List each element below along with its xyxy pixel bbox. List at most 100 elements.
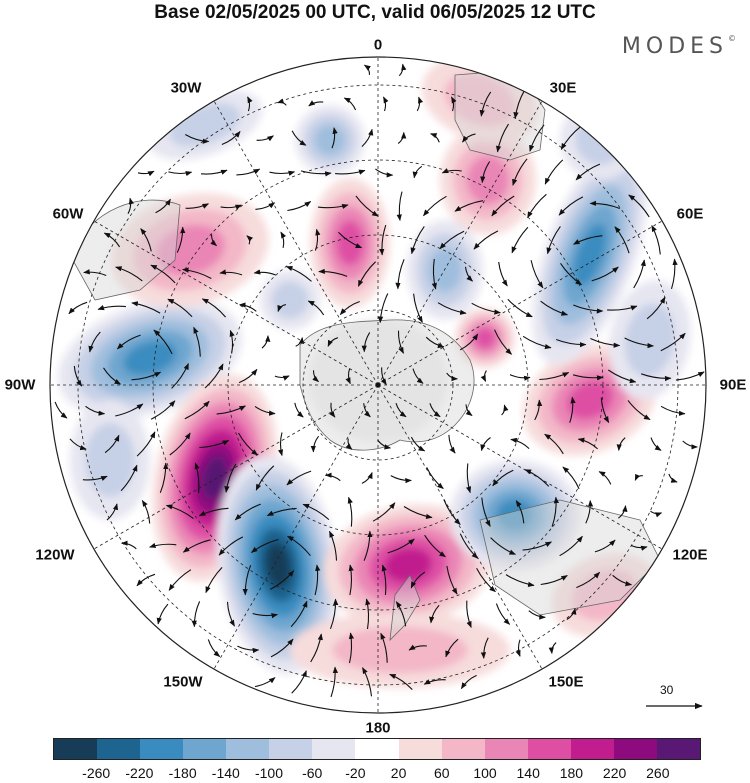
wind-vector — [585, 500, 594, 524]
wind-vector — [255, 465, 275, 491]
wind-vector — [286, 470, 312, 486]
wind-vector — [670, 258, 678, 290]
wind-vector — [528, 610, 546, 620]
wind-vector — [480, 437, 491, 452]
wind-vector — [410, 436, 426, 452]
colorbar-tick-label: 60 — [434, 765, 450, 781]
longitude-label: 90W — [4, 376, 36, 394]
wind-vector — [185, 203, 209, 209]
colorbar-tick-label: -140 — [211, 765, 240, 781]
wind-vector — [198, 507, 229, 517]
wind-vector — [540, 575, 568, 586]
wind-vector — [498, 261, 508, 287]
wind-vector — [220, 204, 243, 210]
wind-vector — [413, 293, 423, 323]
longitude-label: 180 — [365, 719, 391, 737]
wind-vector — [314, 228, 321, 251]
wind-vector — [650, 437, 662, 451]
wind-vector — [317, 203, 349, 210]
wind-vector — [169, 432, 191, 456]
wind-vector — [569, 396, 576, 423]
wind-vector — [375, 168, 394, 178]
wind-vector — [246, 235, 254, 245]
wind-vector — [270, 570, 295, 590]
wind-vector — [530, 260, 544, 289]
wind-vector — [377, 439, 392, 450]
wind-vector — [607, 305, 638, 311]
wind-vector — [396, 191, 403, 222]
wind-vector — [437, 302, 467, 315]
wind-vector — [159, 462, 169, 494]
wind-vector — [426, 467, 444, 490]
wind-vectors — [54, 63, 705, 698]
wind-vector — [103, 232, 121, 248]
wind-vector — [522, 335, 552, 350]
wind-vector — [650, 510, 663, 518]
wind-vector — [403, 506, 433, 520]
wind-vector — [480, 370, 487, 382]
wind-vector — [479, 91, 492, 117]
wind-vector — [236, 168, 261, 176]
colorbar-segment — [441, 739, 485, 759]
wind-vector — [153, 329, 173, 355]
wind-vector — [576, 571, 601, 589]
wind-vector — [348, 632, 355, 664]
wind-vector — [614, 226, 630, 254]
wind-vector — [277, 304, 287, 313]
wind-vector — [120, 464, 138, 492]
wind-vector — [287, 201, 312, 212]
wind-vector — [219, 269, 243, 276]
wind-vector — [312, 370, 319, 383]
wind-vector — [607, 369, 637, 384]
wind-vector — [355, 195, 379, 217]
wind-vector — [199, 440, 230, 449]
wind-vector — [185, 134, 210, 144]
longitude-label: 120W — [35, 546, 75, 564]
wind-vector — [149, 542, 177, 548]
wind-vector — [429, 604, 440, 624]
colorbar-tick-label: -180 — [168, 765, 197, 781]
wind-vector — [137, 170, 155, 177]
wind-vector — [612, 574, 633, 587]
wind-vector — [200, 169, 228, 175]
wind-vector — [104, 434, 120, 454]
wind-vector — [156, 603, 169, 625]
wind-vector — [250, 538, 279, 553]
wind-vector — [131, 301, 161, 314]
longitude-label: 120E — [672, 546, 708, 564]
wind-vector — [460, 674, 477, 690]
wind-vector — [140, 228, 152, 252]
colorbar-tick-label: -20 — [345, 765, 366, 781]
wind-vector — [253, 269, 276, 276]
wind-vector — [307, 300, 325, 316]
wind-vector — [493, 329, 512, 355]
longitude-label: 0 — [373, 36, 383, 54]
longitude-label: 150W — [163, 673, 203, 691]
colorbar-segment — [527, 739, 571, 759]
wind-vector — [380, 367, 387, 386]
longitude-label: 30E — [549, 79, 577, 97]
colorbar-segment — [355, 739, 399, 759]
wind-vector — [480, 161, 491, 184]
vector-reference-arrow — [646, 702, 703, 710]
wind-vector — [216, 405, 246, 415]
map-border — [49, 56, 707, 714]
wind-vector — [365, 598, 371, 630]
wind-vector — [390, 475, 412, 484]
brand-mark: © — [728, 34, 736, 43]
wind-vector — [513, 89, 526, 119]
wind-vector — [492, 469, 514, 487]
wind-vector — [598, 471, 612, 485]
wind-vector — [425, 336, 445, 349]
wind-vector — [412, 368, 424, 384]
wind-vector — [207, 639, 221, 658]
wind-vector — [171, 362, 189, 389]
wind-vector — [628, 194, 650, 218]
wind-vector — [238, 368, 258, 384]
wind-vector — [660, 405, 686, 416]
wind-vector — [210, 234, 217, 247]
wind-vector — [73, 365, 83, 387]
wind-vector — [277, 98, 287, 106]
wind-vector — [103, 367, 122, 385]
